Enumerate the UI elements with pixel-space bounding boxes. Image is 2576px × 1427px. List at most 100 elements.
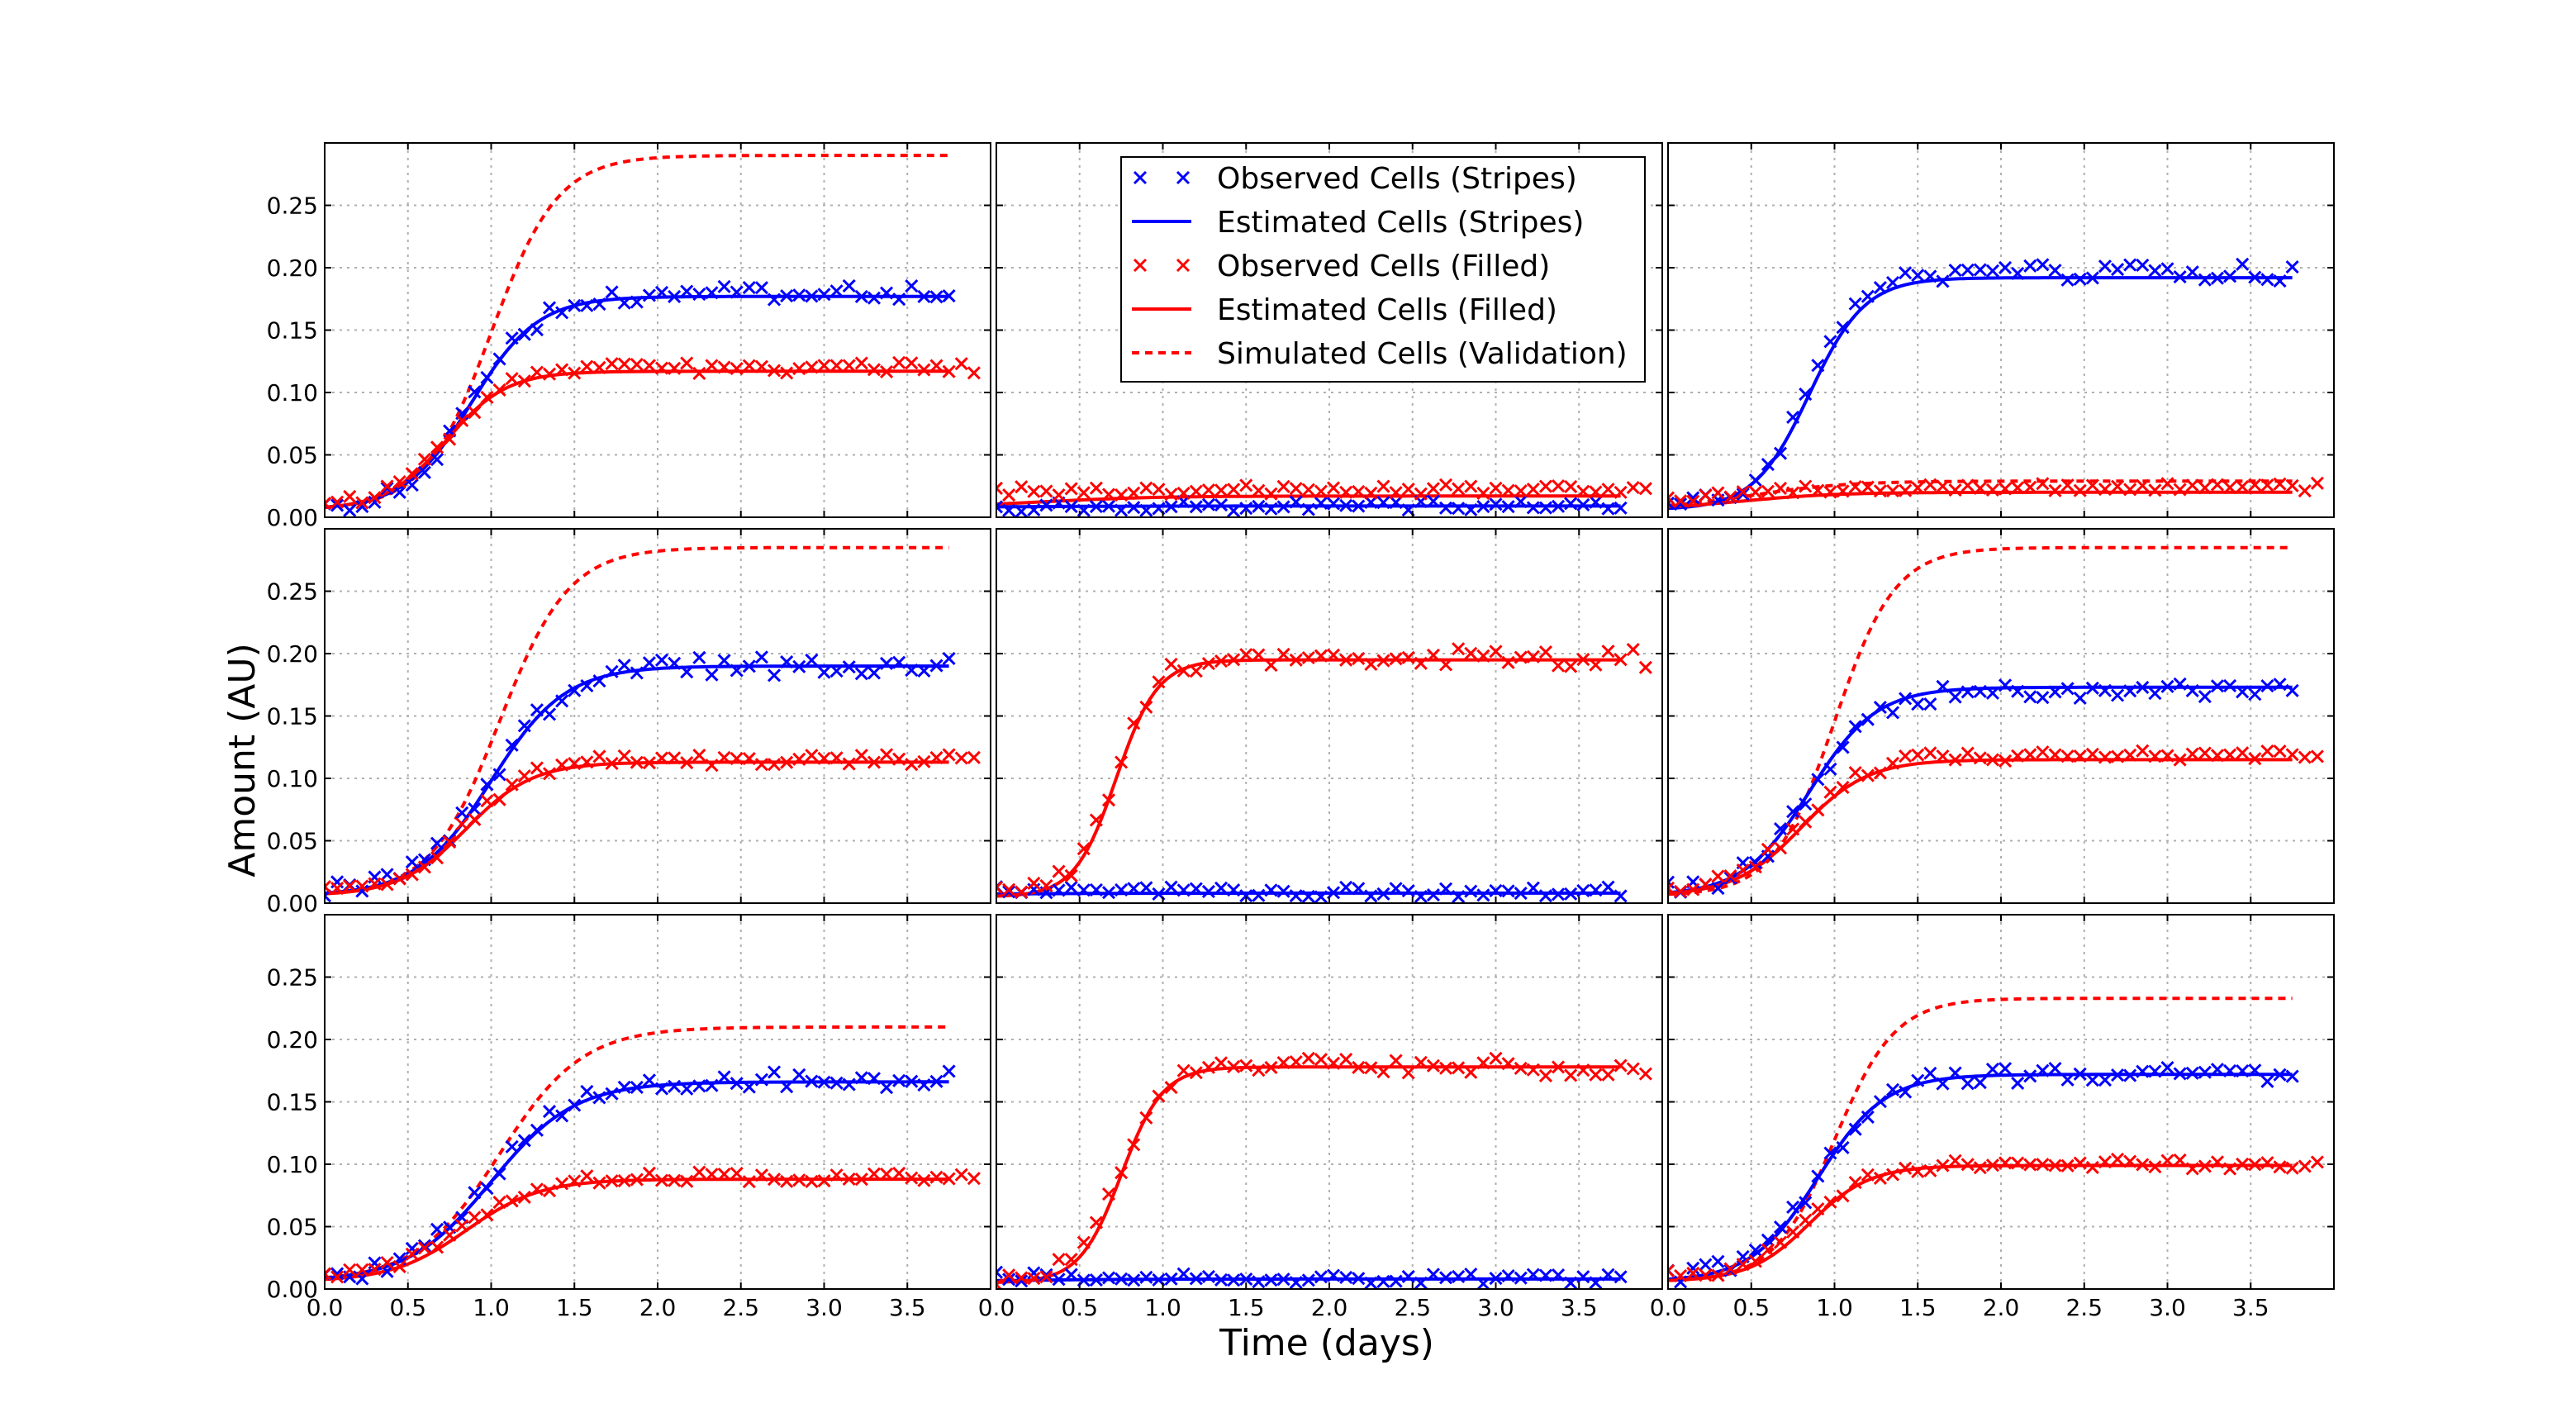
data-point: [2222, 269, 2237, 283]
data-point: [1811, 803, 1825, 817]
data-point: [805, 1074, 819, 1088]
data-point: [430, 453, 444, 467]
data-point: [867, 755, 882, 769]
data-point: [330, 495, 345, 509]
data-point: [1027, 876, 1041, 890]
data-point: [680, 284, 694, 298]
data-point: [1601, 645, 1615, 659]
data-point: [1289, 1276, 1303, 1289]
data-point: [1239, 889, 1253, 903]
data-point: [2060, 478, 2075, 492]
data-point: [767, 364, 782, 378]
data-point: [1786, 486, 1800, 500]
legend-marker-observed-stripes: [1133, 170, 1191, 185]
legend-entry-simulated-validation: Simulated Cells (Validation): [1132, 337, 1628, 371]
data-point: [817, 1075, 831, 1089]
data-point: [2060, 682, 2075, 696]
data-point: [405, 855, 419, 869]
data-point: [517, 1134, 531, 1148]
data-point: [780, 288, 794, 303]
data-point: [1823, 1195, 1837, 1209]
data-point: [1376, 887, 1390, 901]
data-point: [1489, 497, 1503, 511]
data-point: [717, 360, 731, 374]
data-point: [1564, 659, 1578, 673]
data-point: [530, 703, 544, 717]
data-point: [1923, 478, 1937, 492]
data-point: [1164, 880, 1178, 894]
data-point: [1152, 675, 1166, 689]
observed-stripes-markers: [996, 1265, 1628, 1289]
data-point: [380, 1255, 394, 1270]
observed-filled-markers: [996, 478, 1652, 502]
grid: [1667, 143, 2334, 518]
data-point: [792, 361, 806, 376]
x-tick-label: 2.0: [639, 1294, 677, 1321]
data-point: [1551, 887, 1566, 901]
panel-grid: 0.00 0.05 0.10 0.15 0.20 0.25 0.00 0.05 0.10 0.15…: [267, 142, 2335, 1321]
data-point: [680, 356, 694, 370]
data-point: [917, 289, 931, 303]
data-point: [1227, 1059, 1241, 1074]
data-point: [1301, 889, 1315, 903]
data-point: [780, 655, 794, 669]
data-point: [1139, 481, 1153, 495]
data-point: [1799, 479, 1813, 493]
data-point: [1452, 1061, 1466, 1075]
data-point: [1414, 656, 1428, 670]
data-point: [954, 1168, 968, 1182]
y-tick-label: 0.00: [267, 1276, 318, 1303]
data-point: [780, 755, 794, 769]
data-point: [2236, 1063, 2250, 1078]
data-point: [468, 385, 482, 399]
data-point: [1873, 281, 1887, 295]
data-point: [468, 406, 482, 420]
data-point: [630, 1173, 644, 1187]
data-point: [1899, 749, 1913, 763]
data-point: [2273, 744, 2287, 759]
observed-filled-markers: [1668, 1152, 2324, 1282]
plot-area: [996, 1051, 1652, 1289]
panel-5: [996, 528, 1663, 904]
data-point: [568, 1098, 582, 1112]
data-point: [1699, 1258, 1713, 1272]
data-point: [1115, 1166, 1129, 1180]
data-point: [754, 1168, 768, 1182]
data-point: [692, 366, 706, 381]
data-point: [1139, 1111, 1153, 1125]
data-point: [355, 496, 369, 510]
data-point: [1601, 483, 1615, 497]
data-point: [1414, 1055, 1428, 1069]
x-tick-label: 1.0: [1144, 1294, 1181, 1321]
data-point: [1923, 746, 1937, 760]
data-point: [443, 1228, 457, 1242]
data-point: [1674, 1268, 1688, 1282]
data-point: [430, 1222, 444, 1236]
data-point: [1002, 1272, 1016, 1287]
data-point: [2285, 748, 2299, 762]
data-point: [754, 1073, 768, 1087]
data-point: [1799, 797, 1813, 811]
data-point: [530, 1182, 544, 1196]
data-point: [1589, 495, 1603, 509]
data-point: [767, 1173, 782, 1187]
data-point: [1002, 885, 1016, 899]
data-point: [705, 286, 719, 300]
legend-label-observed-stripes: Observed Cells (Stripes): [1217, 162, 1577, 196]
data-point: [717, 750, 731, 764]
data-point: [592, 297, 606, 312]
data-point: [1948, 1066, 1962, 1080]
data-point: [2048, 264, 2062, 278]
data-point: [996, 481, 1004, 495]
data-point: [942, 364, 956, 378]
data-point: [730, 1166, 744, 1181]
data-point: [942, 1172, 956, 1186]
data-point: [2236, 746, 2250, 760]
data-point: [405, 1241, 419, 1255]
data-point: [1214, 1272, 1229, 1287]
data-point: [1089, 813, 1103, 827]
data-point: [630, 755, 644, 769]
data-point: [2248, 752, 2262, 766]
data-point: [1538, 1068, 1553, 1082]
data-point: [1276, 1055, 1290, 1070]
